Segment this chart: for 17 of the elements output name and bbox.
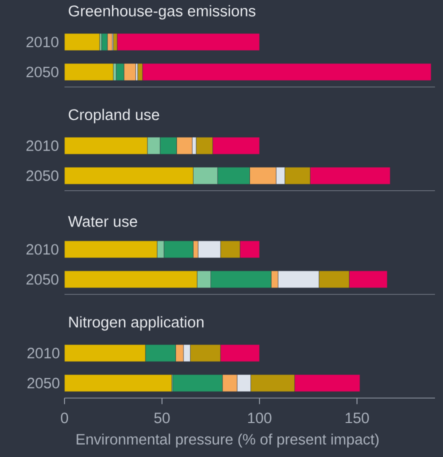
y-tick-label: 2010 <box>26 140 58 151</box>
x-tick-label: 0 <box>60 412 68 424</box>
x-tick-label: 50 <box>154 412 170 424</box>
y-tick-label: 2050 <box>27 378 60 388</box>
y-tick-label: 2050 <box>26 170 58 181</box>
chart-title: Cropland use <box>68 108 160 124</box>
y-tick-label: 2050 <box>26 66 58 78</box>
y-tick-label: 2010 <box>26 244 58 255</box>
chart-title: Nitrogen application <box>69 316 204 331</box>
x-tick-label: 150 <box>346 412 369 424</box>
chart-title: Greenhouse-gas emissions <box>68 5 256 20</box>
x-axis-title: Environmental pressure (% of present impact) <box>76 434 379 448</box>
chart-title: Water use <box>68 216 138 227</box>
y-tick-label: 2050 <box>26 274 58 285</box>
y-tick-label: 2010 <box>26 36 58 48</box>
x-tick-label: 100 <box>248 412 272 424</box>
y-tick-label: 2010 <box>27 348 60 358</box>
